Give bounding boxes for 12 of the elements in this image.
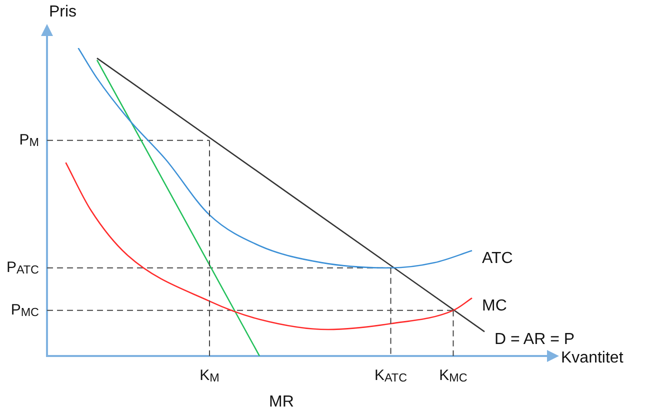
x-axis-title: Kvantitet (561, 349, 624, 366)
series-label: PATC (6, 259, 40, 276)
y-axis-title: Pris (49, 3, 77, 20)
series-label: ATC (482, 250, 513, 268)
x-tick-label: KM (200, 367, 220, 384)
x-tick-label: KMC (439, 367, 468, 384)
series-label: PMC (10, 302, 40, 319)
text: MR (269, 393, 294, 407)
series-label: PM (19, 132, 40, 149)
series-label: MC (482, 298, 507, 314)
series-label: D = AR = P (494, 331, 575, 348)
x-tick-label: KATC (374, 367, 408, 384)
